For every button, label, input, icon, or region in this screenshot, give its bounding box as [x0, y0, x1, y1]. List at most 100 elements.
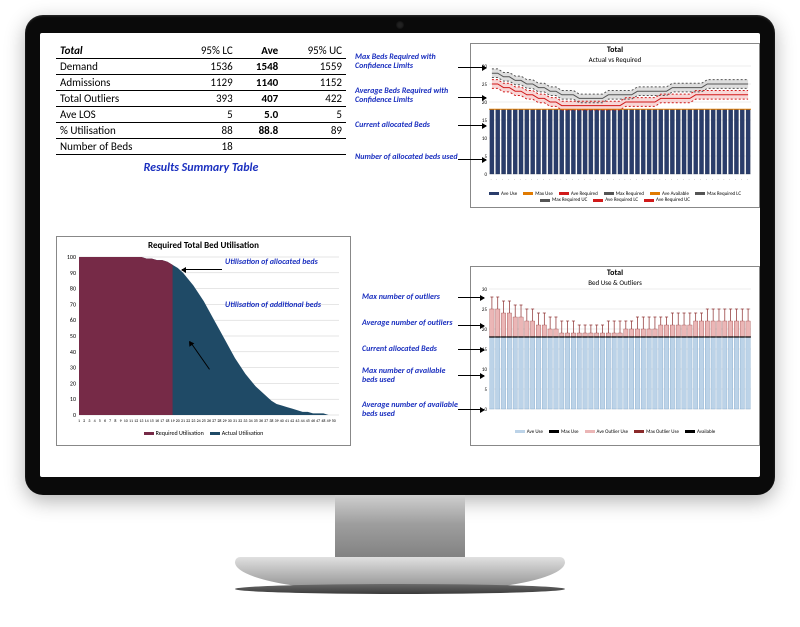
svg-text:3: 3: [88, 419, 90, 424]
annot-util-alloc: Utilisation of allocated beds: [225, 258, 340, 267]
svg-text:41: 41: [285, 419, 289, 424]
chart-top-svg: 051015202530····························…: [471, 64, 757, 189]
summary-table-panel: Total 95% LC Ave 95% UC Demand1536154815…: [56, 43, 346, 175]
table-row: Demand153615481559: [56, 59, 346, 75]
chart-top-subtitle: Actual vs Required: [471, 55, 759, 64]
annot-maxbeds: Max Beds Required with Confidence Limits: [355, 53, 465, 71]
svg-text:12: 12: [134, 419, 138, 424]
svg-text:22: 22: [186, 419, 190, 424]
svg-text:·: ·: [513, 178, 517, 182]
camera-dot: [396, 21, 404, 29]
svg-text:39: 39: [275, 419, 279, 424]
table-row: Ave LOS55.05: [56, 107, 346, 123]
svg-text:49: 49: [327, 419, 331, 424]
arrow-bot-a5: [458, 409, 484, 410]
svg-text:1: 1: [78, 419, 80, 424]
svg-text:21: 21: [181, 419, 185, 424]
svg-text:4: 4: [94, 419, 96, 424]
svg-text:19: 19: [171, 419, 175, 424]
svg-text:60: 60: [70, 316, 76, 324]
summary-table: Total 95% LC Ave 95% UC Demand1536154815…: [56, 43, 346, 155]
arrow-bot-a2: [458, 325, 484, 326]
svg-text:90: 90: [70, 269, 76, 277]
svg-text:9: 9: [120, 419, 122, 424]
svg-text:·: ·: [728, 178, 732, 182]
chart-bot-subtitle: Bed Use & Outliers: [471, 278, 759, 287]
arrow-util-alloc: [182, 269, 222, 270]
svg-text:15: 15: [150, 419, 154, 424]
svg-text:50: 50: [70, 332, 76, 340]
chart-actual-vs-required: Total Actual vs Required 051015202530···…: [470, 43, 760, 208]
svg-text:80: 80: [70, 284, 76, 292]
svg-text:·: ·: [664, 178, 668, 182]
svg-text:5: 5: [484, 387, 487, 393]
svg-text:26: 26: [207, 419, 211, 424]
svg-text:45: 45: [306, 419, 310, 424]
svg-text:24: 24: [197, 419, 201, 424]
svg-text:·: ·: [600, 178, 604, 182]
svg-text:·: ·: [652, 178, 656, 182]
svg-text:·: ·: [734, 178, 738, 182]
svg-text:30: 30: [482, 287, 488, 293]
svg-text:·: ·: [646, 178, 650, 182]
svg-text:·: ·: [582, 178, 586, 182]
svg-text:28: 28: [217, 419, 221, 424]
svg-text:40: 40: [280, 419, 284, 424]
chart-bot-title: Total: [471, 269, 759, 278]
chart-bot-svg: 051015202530: [471, 287, 757, 427]
svg-text:·: ·: [489, 178, 493, 182]
svg-text:10: 10: [482, 136, 488, 142]
svg-text:20: 20: [176, 419, 180, 424]
col-total: Total: [56, 43, 177, 59]
svg-text:30: 30: [70, 363, 76, 371]
svg-text:44: 44: [301, 419, 305, 424]
col-ave: Ave: [237, 43, 283, 59]
table-row: % Utilisation8888.889: [56, 123, 346, 139]
annot-bot-aveout: Average number of outliers: [362, 319, 462, 328]
svg-text:·: ·: [588, 178, 592, 182]
svg-text:·: ·: [542, 178, 546, 182]
svg-text:43: 43: [295, 419, 299, 424]
svg-text:·: ·: [641, 178, 645, 182]
svg-text:·: ·: [617, 178, 621, 182]
summary-caption: Results Summary Table: [56, 161, 346, 175]
annot-util-add: Utilisation of additional beds: [225, 301, 340, 310]
svg-text:27: 27: [212, 419, 216, 424]
svg-text:·: ·: [577, 178, 581, 182]
svg-text:·: ·: [635, 178, 639, 182]
svg-text:20: 20: [70, 379, 76, 387]
annot-curbeds: Current allocated Beds: [355, 121, 465, 130]
monitor-base: [235, 557, 565, 591]
svg-text:33: 33: [243, 419, 247, 424]
arrow-numbeds: [458, 159, 486, 160]
svg-text:·: ·: [705, 178, 709, 182]
svg-text:·: ·: [594, 178, 598, 182]
svg-text:·: ·: [565, 178, 569, 182]
table-row: Number of Beds18: [56, 139, 346, 155]
svg-text:·: ·: [518, 178, 522, 182]
svg-text:·: ·: [524, 178, 528, 182]
annot-avebeds: Average Beds Required with Confidence Li…: [355, 87, 465, 105]
table-row: Admissions112911401152: [56, 75, 346, 91]
svg-text:0: 0: [73, 411, 76, 419]
svg-text:·: ·: [670, 178, 674, 182]
svg-text:·: ·: [547, 178, 551, 182]
monitor-bezel: Total 95% LC Ave 95% UC Demand1536154815…: [25, 15, 775, 495]
arrow-avebeds: [458, 97, 486, 98]
arrow-curbeds: [458, 125, 486, 126]
svg-text:·: ·: [658, 178, 662, 182]
chart-util-legend: Required UtilisationActual Utilisation: [57, 430, 350, 438]
arrow-maxbeds: [458, 67, 486, 68]
svg-text:34: 34: [249, 419, 253, 424]
annot-bot-maxavail: Max number of available beds used: [362, 367, 462, 385]
svg-text:25: 25: [482, 82, 488, 88]
svg-text:·: ·: [612, 178, 616, 182]
svg-text:18: 18: [165, 419, 169, 424]
svg-text:25: 25: [482, 307, 488, 313]
svg-text:10: 10: [124, 419, 128, 424]
svg-text:·: ·: [681, 178, 685, 182]
svg-text:38: 38: [269, 419, 273, 424]
svg-text:2: 2: [83, 419, 85, 424]
svg-text:37: 37: [264, 419, 268, 424]
svg-text:32: 32: [238, 419, 242, 424]
